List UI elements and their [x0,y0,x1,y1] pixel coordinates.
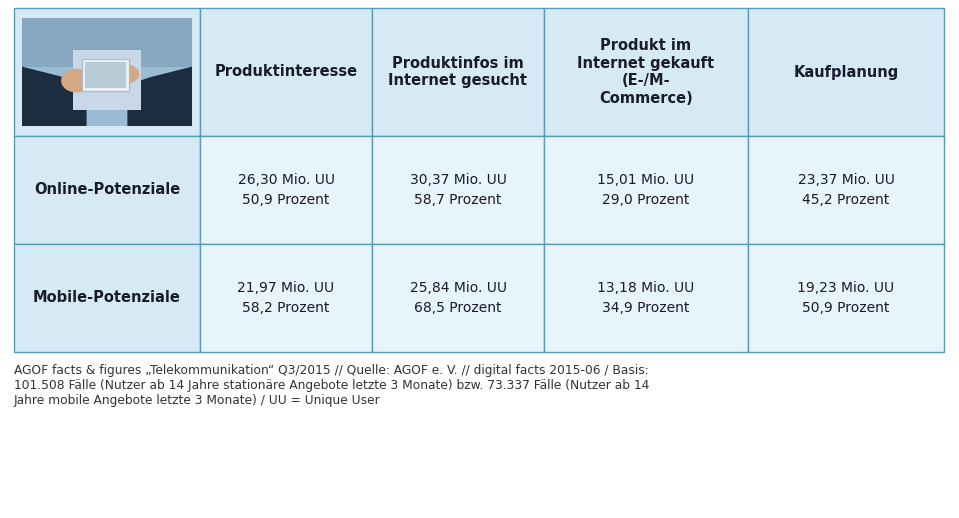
Text: 45,2 Prozent: 45,2 Prozent [803,193,890,207]
Text: 29,0 Prozent: 29,0 Prozent [602,193,690,207]
Text: Jahre mobile Angebote letzte 3 Monate) / UU = Unique User: Jahre mobile Angebote letzte 3 Monate) /… [14,394,381,407]
Bar [82,59,129,92]
Text: 19,23 Mio. UU: 19,23 Mio. UU [798,281,895,295]
Bar [372,8,544,136]
Bar [200,8,372,136]
Text: Produkt im
Internet gekauft
(E-/M-
Commerce): Produkt im Internet gekauft (E-/M- Comme… [577,38,714,106]
Bar [748,8,944,136]
Bar [748,244,944,352]
Bar [372,244,544,352]
Ellipse shape [102,63,139,85]
Text: Produktinfos im
Internet gesucht: Produktinfos im Internet gesucht [388,56,527,88]
Text: 13,18 Mio. UU: 13,18 Mio. UU [597,281,694,295]
Bar [200,136,372,244]
Text: 15,01 Mio. UU: 15,01 Mio. UU [597,173,694,187]
Text: 23,37 Mio. UU: 23,37 Mio. UU [798,173,895,187]
Text: Produktinteresse: Produktinteresse [215,65,358,79]
Text: 34,9 Prozent: 34,9 Prozent [602,301,690,315]
Text: 68,5 Prozent: 68,5 Prozent [414,301,502,315]
Bar [14,244,200,352]
Text: 101.508 Fälle (Nutzer ab 14 Jahre stationäre Angebote letzte 3 Monate) bzw. 73.3: 101.508 Fälle (Nutzer ab 14 Jahre statio… [14,379,649,392]
Bar [14,136,200,244]
Bar [85,62,126,88]
Polygon shape [22,67,86,126]
Text: 21,97 Mio. UU: 21,97 Mio. UU [238,281,335,295]
Text: 30,37 Mio. UU: 30,37 Mio. UU [409,173,506,187]
Bar [544,8,748,136]
Bar [22,67,192,126]
Text: Kaufplanung: Kaufplanung [793,65,899,79]
Bar [372,136,544,244]
Text: 58,2 Prozent: 58,2 Prozent [243,301,330,315]
Bar [200,244,372,352]
Text: Mobile-Potenziale: Mobile-Potenziale [33,291,181,306]
Text: Online-Potenziale: Online-Potenziale [34,182,180,197]
Text: 25,84 Mio. UU: 25,84 Mio. UU [409,281,506,295]
Bar [544,244,748,352]
Ellipse shape [61,69,92,93]
Bar [14,8,200,136]
Text: AGOF facts & figures „Telekommunikation“ Q3/2015 // Quelle: AGOF e. V. // digita: AGOF facts & figures „Telekommunikation“… [14,364,648,377]
Polygon shape [128,67,192,126]
Text: 58,7 Prozent: 58,7 Prozent [414,193,502,207]
Text: 26,30 Mio. UU: 26,30 Mio. UU [238,173,335,187]
Bar [22,18,192,126]
Bar [73,50,141,110]
Text: 50,9 Prozent: 50,9 Prozent [243,193,330,207]
Text: 50,9 Prozent: 50,9 Prozent [803,301,890,315]
Bar [748,136,944,244]
Bar [544,136,748,244]
